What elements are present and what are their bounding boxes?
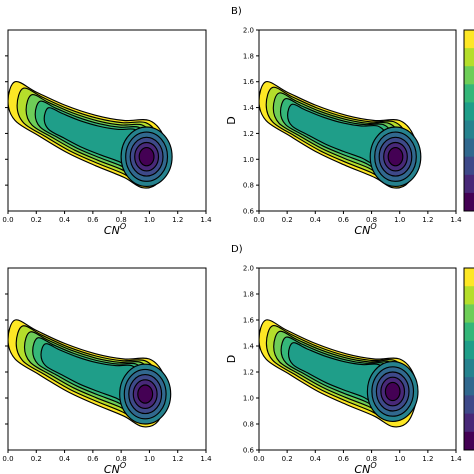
- colorbar-segment: [464, 340, 474, 360]
- y-tick-label: 1.6: [243, 317, 255, 325]
- colorbar-segment: [464, 156, 474, 176]
- x-tick-label: 1.0: [394, 455, 405, 463]
- x-axis-label: CNO: [354, 222, 376, 237]
- y-axis-label: D: [225, 355, 238, 363]
- panel-3: 0.0 0.2 0.4 0.6 0.8 1.0 1.2 1.4 CNO: [2, 267, 212, 474]
- x-tick-label: 0.8: [116, 455, 127, 463]
- y-tick-label: 0.6: [243, 447, 255, 455]
- x-tick-label: 1.4: [450, 216, 462, 224]
- x-tick-label: 0.2: [31, 455, 42, 463]
- colorbar-segment: [464, 395, 474, 415]
- x-tick-label: 1.2: [172, 455, 183, 463]
- contour-level-10: [384, 381, 401, 402]
- x-axis-label: CNO: [354, 461, 376, 474]
- x-tick-label: 1.0: [144, 455, 155, 463]
- axes-frame: [258, 267, 457, 451]
- colorbar-segment: [464, 174, 474, 194]
- colorbar: [463, 267, 474, 451]
- contour-levels: [8, 80, 173, 189]
- contour-level-10: [387, 147, 404, 167]
- y-tick-label: 1.2: [243, 369, 254, 377]
- x-tick-label: 0.4: [59, 216, 71, 224]
- axes-frame: [258, 29, 457, 212]
- colorbar-segment: [464, 192, 474, 212]
- x-tick-label: 0.4: [310, 216, 322, 224]
- x-tick-label: 1.4: [200, 455, 212, 463]
- contour-levels: [259, 319, 419, 428]
- colorbar-segment: [464, 322, 474, 342]
- panel-1: 0.0 0.2 0.4 0.6 0.8 1.0 1.2 1.4 CNO: [2, 29, 212, 237]
- panel-2: 0.0 0.2 0.4 0.6 0.8 1.0 1.2 1.4 0.6 0.8 1.0 1.2 1.4 1…: [225, 6, 474, 237]
- colorbar-segment: [464, 431, 474, 451]
- x-tick-label: 0.0: [253, 455, 264, 463]
- x-tick-label: 0.8: [116, 216, 127, 224]
- x-tick-label: 1.2: [422, 455, 433, 463]
- contour-levels: [259, 80, 422, 189]
- axes-frame: [7, 267, 207, 451]
- colorbar-segment: [464, 120, 474, 140]
- x-tick-label: 0.2: [282, 216, 293, 224]
- y-tick-label: 1.6: [243, 78, 255, 86]
- colorbar: [463, 29, 474, 212]
- colorbar-segment: [464, 359, 474, 378]
- x-tick-label: 0.6: [87, 216, 99, 224]
- y-tick-label: 1.8: [243, 291, 254, 299]
- contour-level-10: [138, 147, 155, 167]
- colorbar-segment: [464, 66, 474, 85]
- x-tick-label: 1.0: [144, 216, 155, 224]
- x-tick-label: 0.2: [31, 216, 42, 224]
- x-tick-label: 0.4: [59, 455, 71, 463]
- y-tick-label: 1.4: [243, 104, 255, 112]
- y-tick-label: 1.4: [243, 343, 255, 351]
- contour-levels: [8, 319, 172, 428]
- colorbar-frame: [463, 29, 474, 212]
- panel-letter: B): [231, 6, 242, 17]
- colorbar-segment: [464, 30, 474, 49]
- y-axis-label: D: [225, 116, 238, 124]
- x-tick-label: 0.4: [310, 455, 322, 463]
- x-tick-label: 0.6: [338, 216, 350, 224]
- y-tick-label: 1.0: [243, 156, 254, 164]
- x-tick-label: 1.4: [450, 455, 462, 463]
- y-tick-label: 2.0: [243, 27, 254, 35]
- y-tick-label: 0.6: [243, 208, 255, 216]
- x-tick-label: 0.0: [2, 216, 13, 224]
- x-tick-label: 1.4: [200, 216, 212, 224]
- colorbar-segment: [464, 84, 474, 103]
- x-tick-label: 0.8: [366, 455, 377, 463]
- x-tick-label: 0.6: [338, 455, 350, 463]
- x-tick-label: 0.8: [366, 216, 377, 224]
- x-tick-label: 0.0: [253, 216, 264, 224]
- colorbar-frame: [463, 267, 474, 451]
- colorbar-segment: [464, 102, 474, 121]
- colorbar-segment: [464, 304, 474, 324]
- colorbar-segment: [464, 286, 474, 305]
- colorbar-segment: [464, 413, 474, 433]
- colorbar-segment: [464, 138, 474, 158]
- colorbar-segment: [464, 48, 474, 67]
- x-axis-label: CNO: [104, 222, 126, 237]
- x-tick-label: 0.2: [282, 455, 293, 463]
- y-tick-label: 0.8: [243, 421, 254, 429]
- x-tick-label: 1.2: [422, 216, 433, 224]
- x-tick-label: 1.2: [172, 216, 183, 224]
- y-tick-label: 1.2: [243, 130, 254, 138]
- colorbar-segment: [464, 377, 474, 396]
- y-tick-label: 0.8: [243, 182, 254, 190]
- x-axis-label: CNO: [104, 461, 126, 474]
- panel-letter: D): [231, 244, 243, 255]
- contour-level-10: [137, 384, 154, 404]
- panel-4: 0.0 0.2 0.4 0.6 0.8 1.0 1.2 1.4 0.6 0.8 1.0 1.2 1.4 1…: [225, 244, 474, 474]
- colorbar-segment: [464, 268, 474, 287]
- x-tick-label: 1.0: [394, 216, 405, 224]
- y-tick-label: 2.0: [243, 265, 254, 273]
- x-tick-label: 0.0: [2, 455, 13, 463]
- y-tick-label: 1.0: [243, 395, 254, 403]
- y-tick-label: 1.8: [243, 52, 254, 60]
- axes-frame: [7, 29, 207, 212]
- x-tick-label: 0.6: [87, 455, 99, 463]
